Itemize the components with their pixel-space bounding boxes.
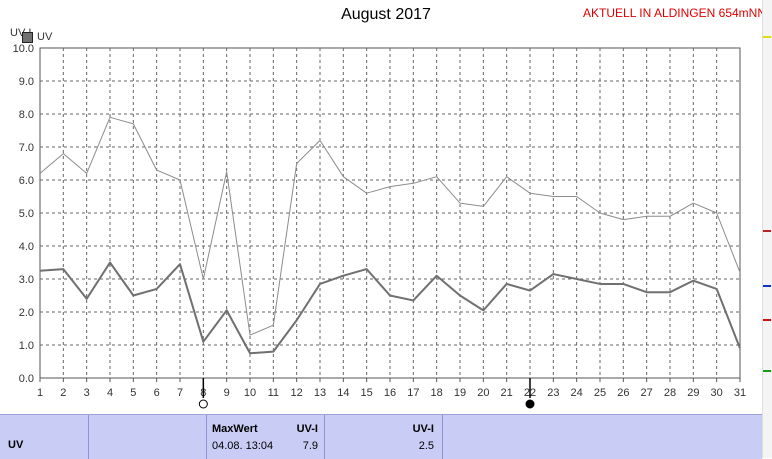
x-tick-label: 11	[268, 387, 279, 399]
y-tick-label: 9.0	[19, 76, 34, 88]
y-tick-label: 0.0	[19, 373, 34, 385]
max-header: MaxWert	[212, 423, 258, 435]
legend: UV	[22, 31, 52, 43]
x-tick-label: 2	[60, 387, 66, 399]
series-max-line	[39, 116, 741, 336]
summary-avg-cell: UV-I 2.5	[324, 415, 443, 459]
max-value: 7.9	[302, 440, 318, 452]
x-tick-label: 5	[130, 387, 136, 399]
x-tick-label: 17	[407, 387, 419, 399]
chart-title: August 2017	[341, 6, 431, 23]
avg-unit: UV-I	[412, 423, 434, 435]
x-tick-label: 18	[431, 387, 443, 399]
y-tick-label: 3.0	[19, 274, 34, 286]
summary-max-cell: MaxWert UV-I 04.08. 13:04 7.9	[206, 415, 325, 459]
side-tick-yellow	[763, 36, 771, 38]
x-tick-label: 28	[664, 387, 676, 399]
full-moon-icon	[198, 399, 208, 409]
side-tick-green	[763, 370, 771, 372]
x-tick-label: 1	[37, 387, 43, 399]
grid	[39, 47, 741, 379]
summary-table: UV MaxWert UV-I 04.08. 13:04 7.9 UV-I 2.…	[0, 414, 762, 459]
x-tick-label: 7	[177, 387, 183, 399]
x-tick-label: 24	[571, 387, 583, 399]
series-uv-line	[39, 261, 741, 355]
x-tick-label: 20	[477, 387, 489, 399]
x-tick-label: 30	[711, 387, 723, 399]
summary-empty-cell	[88, 415, 207, 459]
x-tick-label: 12	[291, 387, 303, 399]
y-tick-label: 4.0	[19, 241, 34, 253]
x-tick-label: 27	[641, 387, 653, 399]
location-banner: AKTUELL IN ALDINGEN 654mNN	[583, 6, 766, 20]
x-tick-label: 6	[154, 387, 160, 399]
y-tick-label: 8.0	[19, 109, 34, 121]
x-tick-label: 25	[594, 387, 606, 399]
y-tick-label: 1.0	[19, 340, 34, 352]
summary-row-label: UV	[8, 439, 24, 451]
summary-row-label-cell: UV	[0, 415, 89, 459]
x-tick-label: 9	[224, 387, 230, 399]
x-tick-label: 16	[384, 387, 396, 399]
y-tick-label: 6.0	[19, 175, 34, 187]
max-unit: UV-I	[296, 423, 318, 435]
legend-swatch	[22, 31, 33, 43]
axes: 0.01.02.03.04.05.06.07.08.09.010.01 2 3 4 5 6…	[13, 43, 747, 399]
moon-markers	[198, 378, 535, 409]
avg-value: 2.5	[418, 440, 434, 452]
y-tick-label: 10.0	[13, 43, 34, 55]
side-tick-blue	[763, 285, 771, 287]
y-tick-label: 5.0	[19, 208, 34, 220]
x-tick-label: 29	[687, 387, 699, 399]
x-tick-label: 4	[107, 387, 113, 399]
side-tick-red-2	[763, 319, 771, 321]
y-tick-label: 7.0	[19, 142, 34, 154]
x-tick-label: 19	[454, 387, 466, 399]
legend-label: UV	[37, 31, 53, 43]
y-tick-label: 2.0	[19, 307, 34, 319]
new-moon-icon	[525, 399, 535, 409]
x-tick-label: 21	[501, 387, 513, 399]
series	[39, 116, 741, 355]
side-tick-red	[763, 230, 771, 232]
x-tick-label: 23	[547, 387, 559, 399]
x-tick-label: 26	[617, 387, 629, 399]
x-tick-label: 13	[314, 387, 326, 399]
x-tick-label: 31	[734, 387, 746, 399]
x-tick-label: 3	[84, 387, 90, 399]
uv-chart: 0.01.02.03.04.05.06.07.08.09.010.01 2 3 4 5 6…	[13, 43, 747, 409]
max-date: 04.08. 13:04	[212, 440, 274, 452]
x-tick-label: 14	[337, 387, 349, 399]
x-tick-label: 15	[361, 387, 373, 399]
x-tick-label: 10	[244, 387, 256, 399]
side-strip	[762, 0, 772, 458]
